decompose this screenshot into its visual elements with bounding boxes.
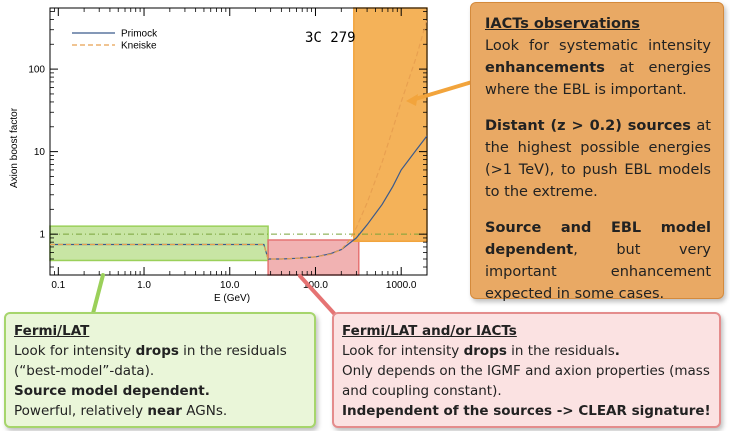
highlight-region-fermi-lat xyxy=(49,225,269,262)
iacts-text: at the highest possible energies (>1 TeV… xyxy=(485,118,711,200)
fermi-lat-and-iacts-box: Fermi/LAT and/or IACTs Look for intensit… xyxy=(332,312,721,428)
callout-arrow-head xyxy=(406,94,418,106)
fermi-iacts-text-bold: . xyxy=(614,343,620,359)
fermi-iacts-text-bold: Independent of the sources -> CLEAR sign… xyxy=(342,403,711,419)
fermi-iacts-box-title: Fermi/LAT and/or IACTs xyxy=(342,323,517,339)
fermi-iacts-text: Look for intensity xyxy=(342,343,464,359)
fermi-text: Powerful, relatively xyxy=(14,403,148,419)
fermi-text: Look for intensity xyxy=(14,343,136,359)
fermi-text-bold: near xyxy=(147,403,182,419)
fermi-text-bold: drops xyxy=(135,343,179,359)
x-tick-label: 100.0 xyxy=(303,280,328,291)
highlight-regions xyxy=(49,7,428,276)
fermi-iacts-text: in the residuals xyxy=(506,343,615,359)
plot-frame xyxy=(49,7,428,276)
highlight-region-iacts-observations xyxy=(353,7,428,243)
legend-label: Kneiske xyxy=(121,41,157,52)
iacts-text: Look for systematic intensity xyxy=(485,38,711,54)
callout-arrow xyxy=(410,80,474,102)
fermi-text-bold: Source model dependent. xyxy=(14,383,210,399)
x-tick-label: 1.0 xyxy=(137,280,151,291)
iacts-box-title: IACTs observations xyxy=(485,16,640,32)
iacts-observations-box: IACTs observations Look for systematic i… xyxy=(470,2,724,302)
x-tick-label: 10.0 xyxy=(220,280,240,291)
x-tick-label: 0.1 xyxy=(51,280,65,291)
iacts-text: at energies where the EBL is important. xyxy=(485,60,711,98)
y-tick-label: 10 xyxy=(34,147,46,158)
fermi-iacts-text: Only depends on the IGMF and axion prope… xyxy=(342,363,710,399)
iacts-text-bold: Distant (z > 0.2) sources xyxy=(485,118,691,134)
iacts-text-bold: Source and EBL model dependent xyxy=(485,220,711,258)
fermi-box-title: Fermi/LAT xyxy=(14,323,90,339)
fermi-text: AGNs. xyxy=(181,403,228,419)
chart-title: 3C 279 xyxy=(305,30,356,46)
iacts-text: , but very important enhancement expecte… xyxy=(485,242,711,302)
fermi-lat-box: Fermi/LAT Look for intensity drops in th… xyxy=(4,312,316,428)
x-tick-label: 1000.0 xyxy=(386,280,417,291)
x-axis-label: E (GeV) xyxy=(214,293,250,304)
fermi-iacts-text-bold: drops xyxy=(463,343,507,359)
series-lines xyxy=(50,19,427,260)
y-tick-label: 100 xyxy=(28,65,45,76)
y-tick-label: 1 xyxy=(39,230,45,241)
y-axis-label: Axion boost factor xyxy=(9,107,20,188)
iacts-text-bold: enhancements xyxy=(485,60,605,76)
fermi-text: in the residuals (“best-model”-data). xyxy=(14,343,287,379)
axis-ticks: 0.1 1.0 10.0 100.0 1000.0 1 10 100 xyxy=(28,8,428,291)
legend-label: Primock xyxy=(121,29,158,40)
